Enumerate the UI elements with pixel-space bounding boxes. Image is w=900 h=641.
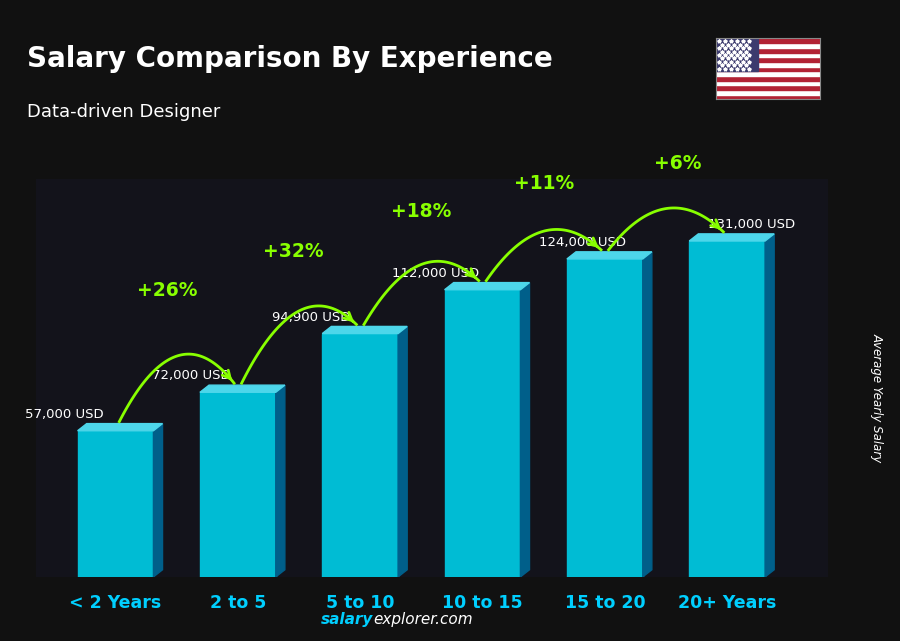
Bar [445,290,520,577]
Bar [716,90,820,95]
Polygon shape [567,252,652,259]
Bar [716,43,820,48]
Text: 72,000 USD: 72,000 USD [152,369,230,382]
Polygon shape [275,385,285,577]
Bar [716,76,820,81]
Bar [716,67,820,71]
Polygon shape [520,283,529,577]
Text: +26%: +26% [137,281,197,300]
Text: 94,900 USD: 94,900 USD [272,311,350,324]
Bar [567,259,643,577]
Bar [200,392,275,577]
Polygon shape [765,234,774,577]
Text: 57,000 USD: 57,000 USD [25,408,104,421]
Bar [716,38,820,43]
Polygon shape [322,326,407,333]
Text: salary: salary [321,612,374,627]
Bar [716,48,820,53]
Polygon shape [643,252,652,577]
Text: explorer.com: explorer.com [374,612,473,627]
Bar [716,81,820,85]
Text: +11%: +11% [514,174,574,193]
Bar [322,333,398,577]
Bar [716,57,820,62]
Bar [77,431,153,577]
Bar [716,85,820,90]
Bar [716,95,820,99]
Polygon shape [689,234,774,241]
Text: 131,000 USD: 131,000 USD [708,218,796,231]
Polygon shape [445,283,529,290]
Bar [716,62,820,67]
Polygon shape [77,424,163,431]
Polygon shape [398,326,407,577]
Text: Average Yearly Salary: Average Yearly Salary [871,333,884,462]
Bar [716,38,758,71]
Text: +18%: +18% [392,202,452,221]
Bar [689,241,765,577]
Text: 124,000 USD: 124,000 USD [539,236,626,249]
Text: +32%: +32% [263,242,323,260]
Polygon shape [153,424,163,577]
Bar [716,71,820,76]
Text: +6%: +6% [654,154,702,173]
Bar [716,53,820,57]
Text: Data-driven Designer: Data-driven Designer [27,103,220,121]
Text: Salary Comparison By Experience: Salary Comparison By Experience [27,45,553,73]
Polygon shape [200,385,285,392]
Text: 112,000 USD: 112,000 USD [392,267,480,279]
